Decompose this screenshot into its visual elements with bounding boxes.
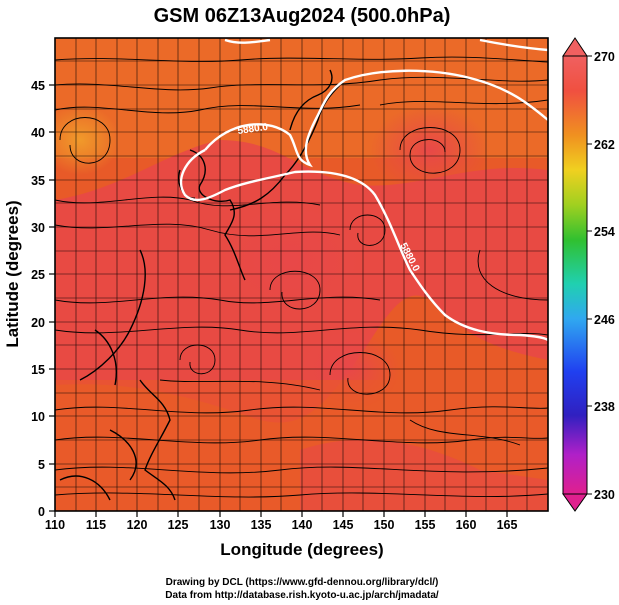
x-tick-label: 115 (86, 518, 106, 532)
y-axis-title: Latitude (degrees) (3, 200, 22, 347)
map-title: GSM 06Z13Aug2024 (500.0hPa) (154, 5, 451, 27)
x-tick-label: 120 (127, 518, 148, 532)
colorbar-body (562, 55, 588, 495)
x-tick-label: 125 (168, 518, 189, 532)
y-tick-label: 25 (31, 268, 45, 282)
x-tick-label: 160 (456, 518, 477, 532)
x-tick-label: 140 (292, 518, 313, 532)
x-axis: 110 115 120 125 130 135 140 145 150 155 … (45, 511, 518, 532)
field-warm-blob-3 (220, 205, 360, 315)
x-tick-label: 130 (210, 518, 231, 532)
y-tick-label: 15 (31, 363, 45, 377)
colorbar-tick-label: 262 (594, 138, 615, 152)
credit-line-data: Data from http://database.rish.kyoto-u.a… (165, 590, 439, 601)
colorbar-top-triangle (562, 37, 588, 57)
colorbar-bottom-triangle (562, 493, 588, 512)
y-tick-label: 5 (38, 458, 45, 472)
contour-label-north: 5880.0 (237, 122, 269, 137)
y-tick-label: 40 (31, 126, 45, 140)
plot-area: 5880.0 5880.0 (55, 38, 548, 511)
colorbar-tick-label: 246 (594, 313, 615, 327)
height-contour-5880 (179, 38, 548, 342)
colorbar-tick-label: 230 (594, 488, 615, 502)
y-tick-label: 10 (31, 410, 45, 424)
y-tick-label: 35 (31, 174, 45, 188)
colorbar-tick-label: 238 (594, 400, 615, 414)
field-warm-blob-1 (370, 105, 490, 195)
y-tick-label: 20 (31, 316, 45, 330)
field-warm-pool-north-west (55, 105, 120, 175)
y-tick-label: 30 (31, 221, 45, 235)
y-axis: 0 5 10 15 20 25 30 35 40 45 (31, 79, 55, 519)
y-tick-label: 45 (31, 79, 45, 93)
x-tick-label: 155 (415, 518, 436, 532)
x-tick-label: 110 (45, 518, 65, 532)
credit-line-drawing: Drawing by DCL (https://www.gfd-dennou.o… (166, 577, 439, 588)
x-tick-label: 135 (251, 518, 272, 532)
x-tick-label: 165 (497, 518, 518, 532)
colorbar-tick-label: 254 (594, 225, 615, 239)
colorbar: 270 262 254 246 238 230 (562, 37, 615, 512)
colorbar-tick-label: 270 (594, 50, 615, 64)
x-tick-label: 145 (333, 518, 354, 532)
wind-streamlines (55, 56, 548, 498)
x-tick-label: 150 (374, 518, 395, 532)
graticule (55, 38, 548, 511)
y-tick-label: 0 (38, 505, 45, 519)
x-axis-title: Longitude (degrees) (220, 540, 383, 559)
